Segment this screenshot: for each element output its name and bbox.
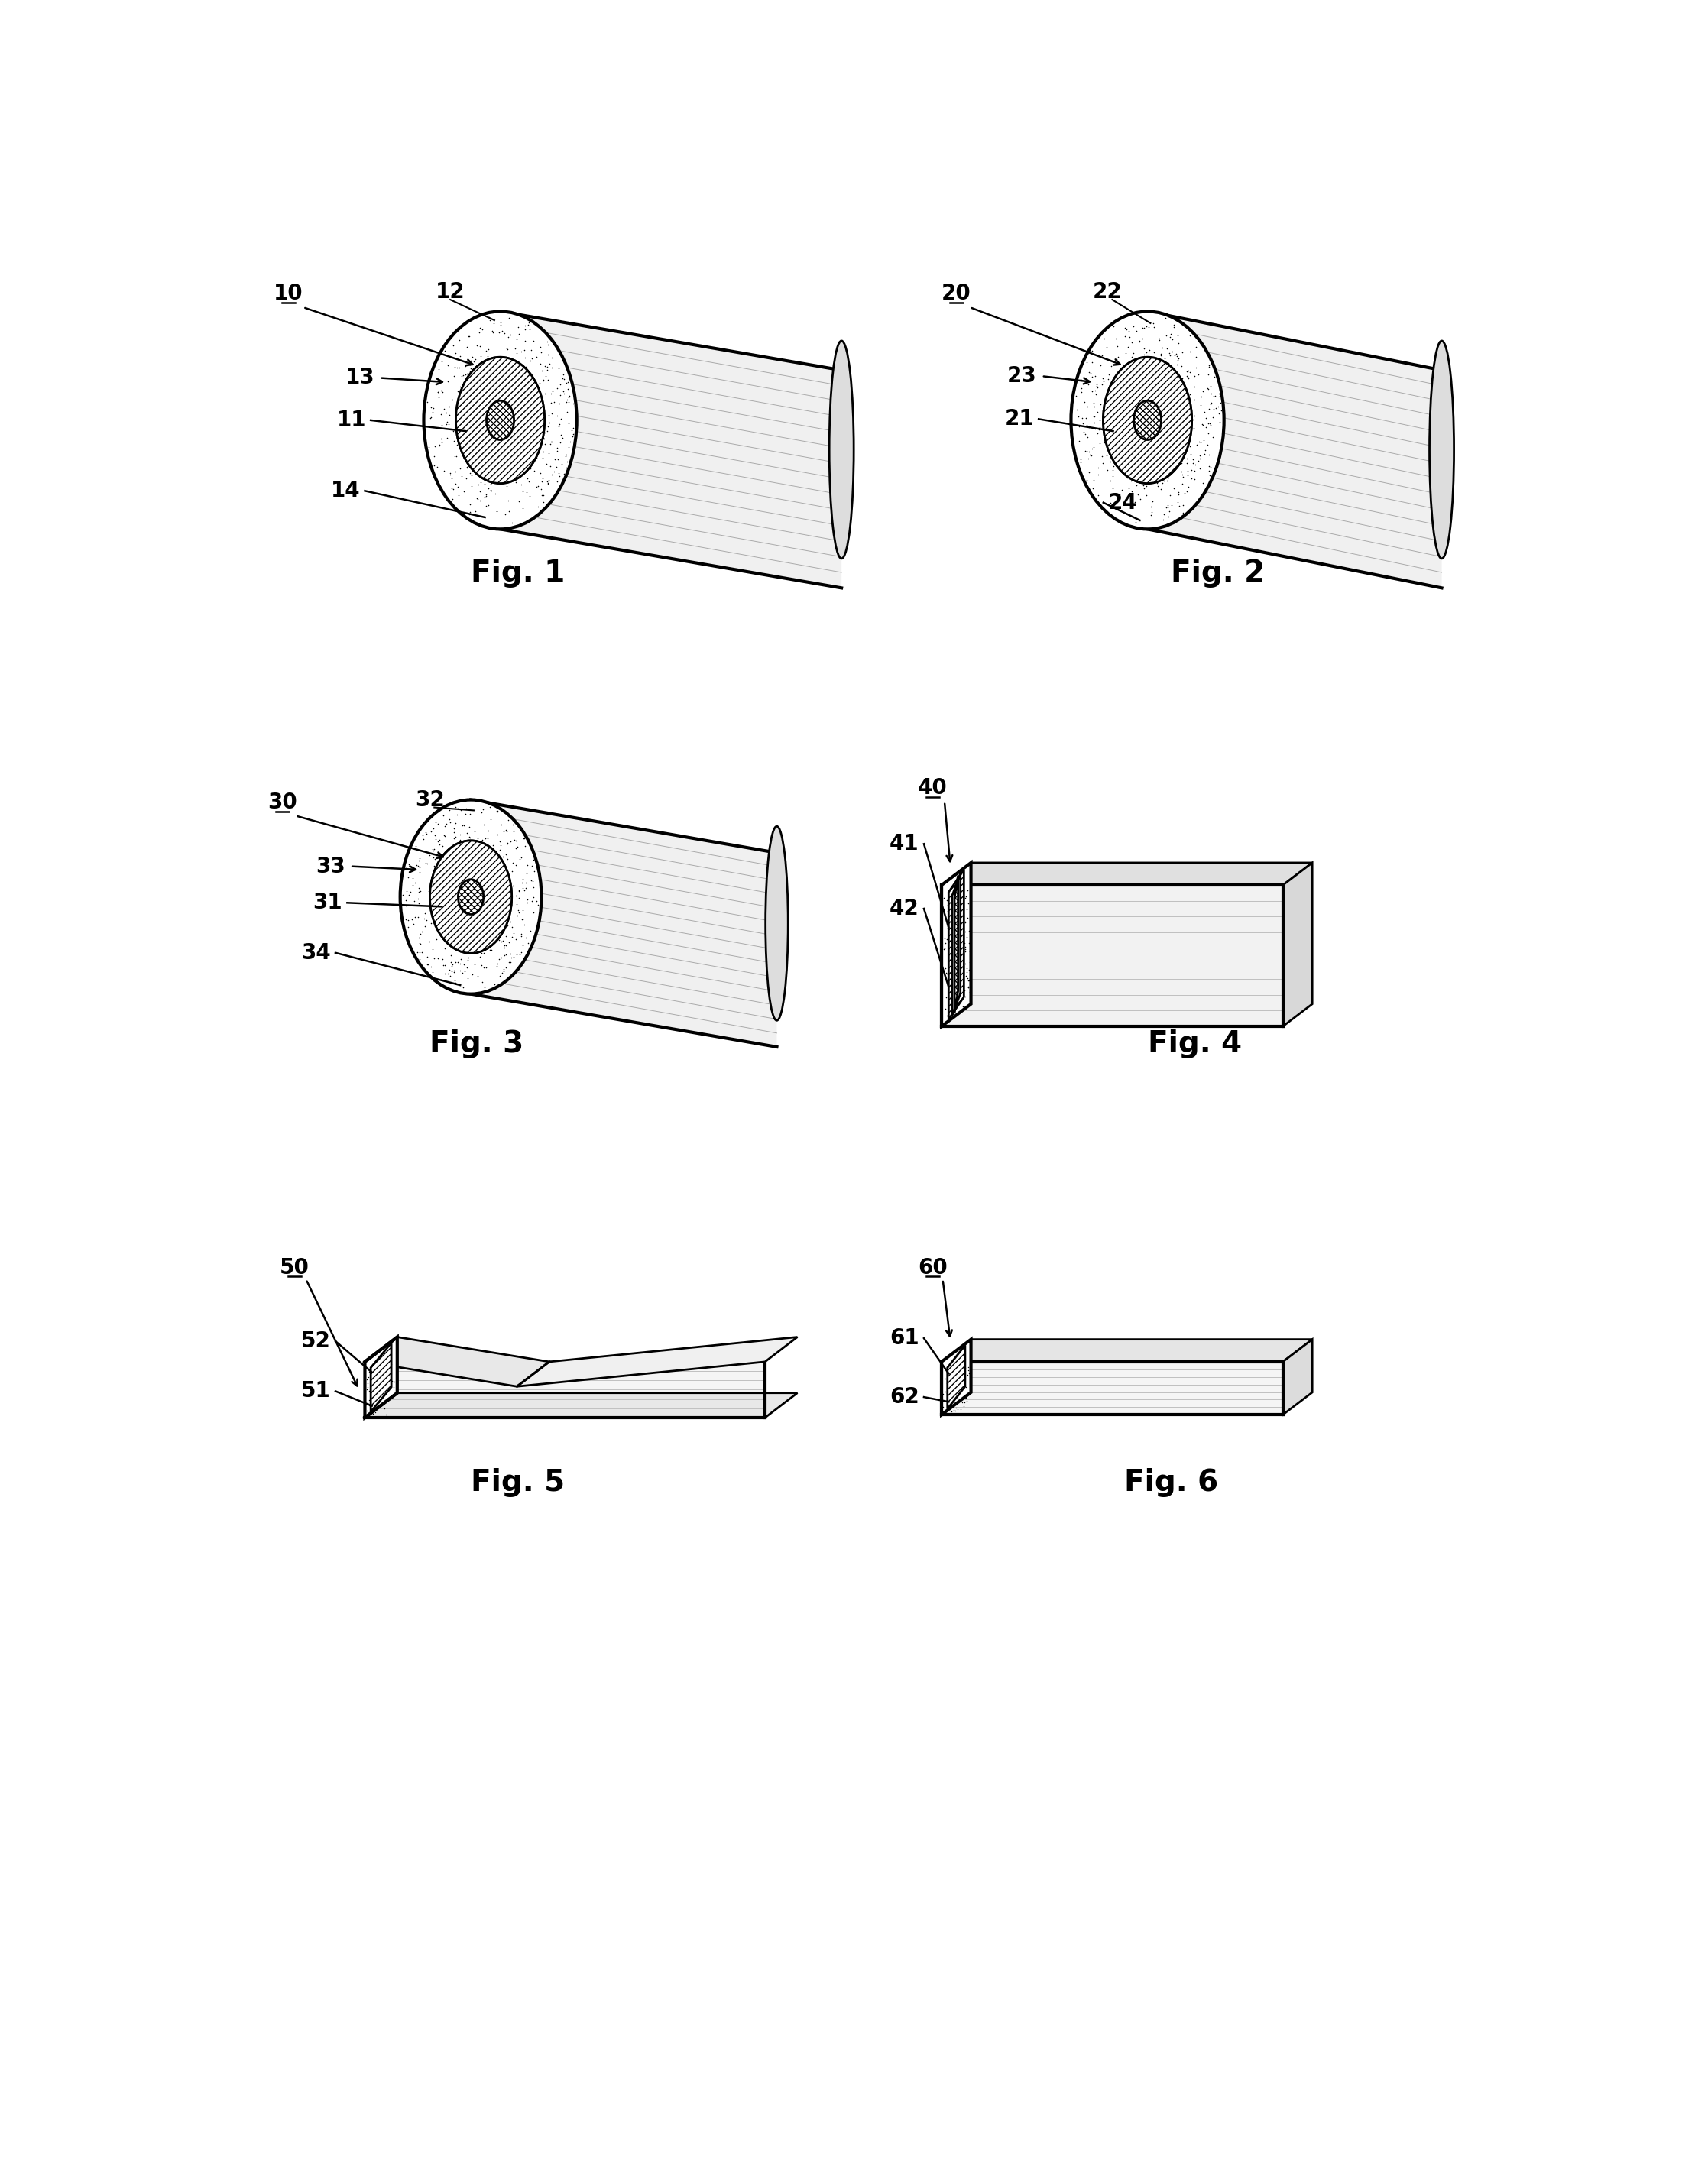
Text: 61: 61 — [890, 1329, 919, 1348]
Polygon shape — [1148, 311, 1442, 588]
Ellipse shape — [487, 401, 514, 440]
Text: 12: 12 — [436, 281, 465, 303]
Text: 33: 33 — [316, 856, 345, 878]
Text: 41: 41 — [890, 834, 919, 854]
Text: 20: 20 — [941, 283, 972, 305]
Polygon shape — [951, 873, 960, 1015]
Text: 40: 40 — [917, 778, 948, 799]
Ellipse shape — [1430, 340, 1454, 558]
Polygon shape — [941, 884, 1283, 1026]
Text: 42: 42 — [890, 897, 919, 919]
Text: 30: 30 — [268, 793, 297, 812]
Text: 52: 52 — [301, 1331, 331, 1353]
Text: 62: 62 — [890, 1387, 919, 1407]
Text: Fig. 6: Fig. 6 — [1124, 1468, 1218, 1496]
Ellipse shape — [400, 799, 541, 993]
Text: 34: 34 — [301, 943, 331, 963]
Ellipse shape — [456, 357, 545, 484]
Text: Fig. 1: Fig. 1 — [471, 560, 565, 588]
Ellipse shape — [765, 825, 787, 1021]
Polygon shape — [371, 1344, 391, 1411]
Text: 13: 13 — [345, 368, 374, 388]
Text: 22: 22 — [1093, 281, 1122, 303]
Text: 10: 10 — [273, 283, 302, 305]
Text: Fig. 3: Fig. 3 — [430, 1030, 524, 1059]
Ellipse shape — [1071, 311, 1225, 529]
Polygon shape — [366, 1361, 765, 1418]
Text: Fig. 5: Fig. 5 — [471, 1468, 565, 1496]
Polygon shape — [955, 876, 958, 1013]
Polygon shape — [366, 1337, 550, 1387]
Text: 31: 31 — [313, 893, 343, 913]
Ellipse shape — [458, 880, 483, 915]
Polygon shape — [500, 311, 842, 588]
Ellipse shape — [1103, 357, 1192, 484]
Ellipse shape — [456, 357, 545, 484]
Ellipse shape — [430, 841, 512, 954]
Text: 11: 11 — [336, 409, 366, 431]
Text: 32: 32 — [415, 788, 444, 810]
Polygon shape — [471, 799, 777, 1048]
Text: Fig. 4: Fig. 4 — [1148, 1030, 1242, 1059]
Ellipse shape — [1134, 401, 1161, 440]
Polygon shape — [948, 869, 963, 1019]
Ellipse shape — [830, 340, 854, 558]
Ellipse shape — [1103, 357, 1192, 484]
Text: 50: 50 — [280, 1257, 309, 1278]
Text: 21: 21 — [1004, 407, 1033, 429]
Polygon shape — [366, 1337, 398, 1418]
Polygon shape — [948, 1346, 965, 1409]
Polygon shape — [941, 1339, 1312, 1361]
Text: Fig. 2: Fig. 2 — [1172, 560, 1266, 588]
Polygon shape — [366, 1394, 798, 1418]
Ellipse shape — [424, 311, 577, 529]
Text: 60: 60 — [917, 1257, 948, 1278]
Polygon shape — [1283, 1339, 1312, 1416]
Text: 23: 23 — [1008, 366, 1037, 388]
Polygon shape — [518, 1337, 798, 1387]
Polygon shape — [1283, 862, 1312, 1026]
Text: 14: 14 — [331, 479, 360, 501]
Text: 51: 51 — [301, 1381, 331, 1403]
Ellipse shape — [430, 841, 512, 954]
Polygon shape — [941, 1361, 1283, 1416]
Polygon shape — [941, 862, 970, 1026]
Polygon shape — [941, 862, 1312, 884]
Polygon shape — [941, 1339, 970, 1416]
Text: 24: 24 — [1108, 492, 1138, 514]
